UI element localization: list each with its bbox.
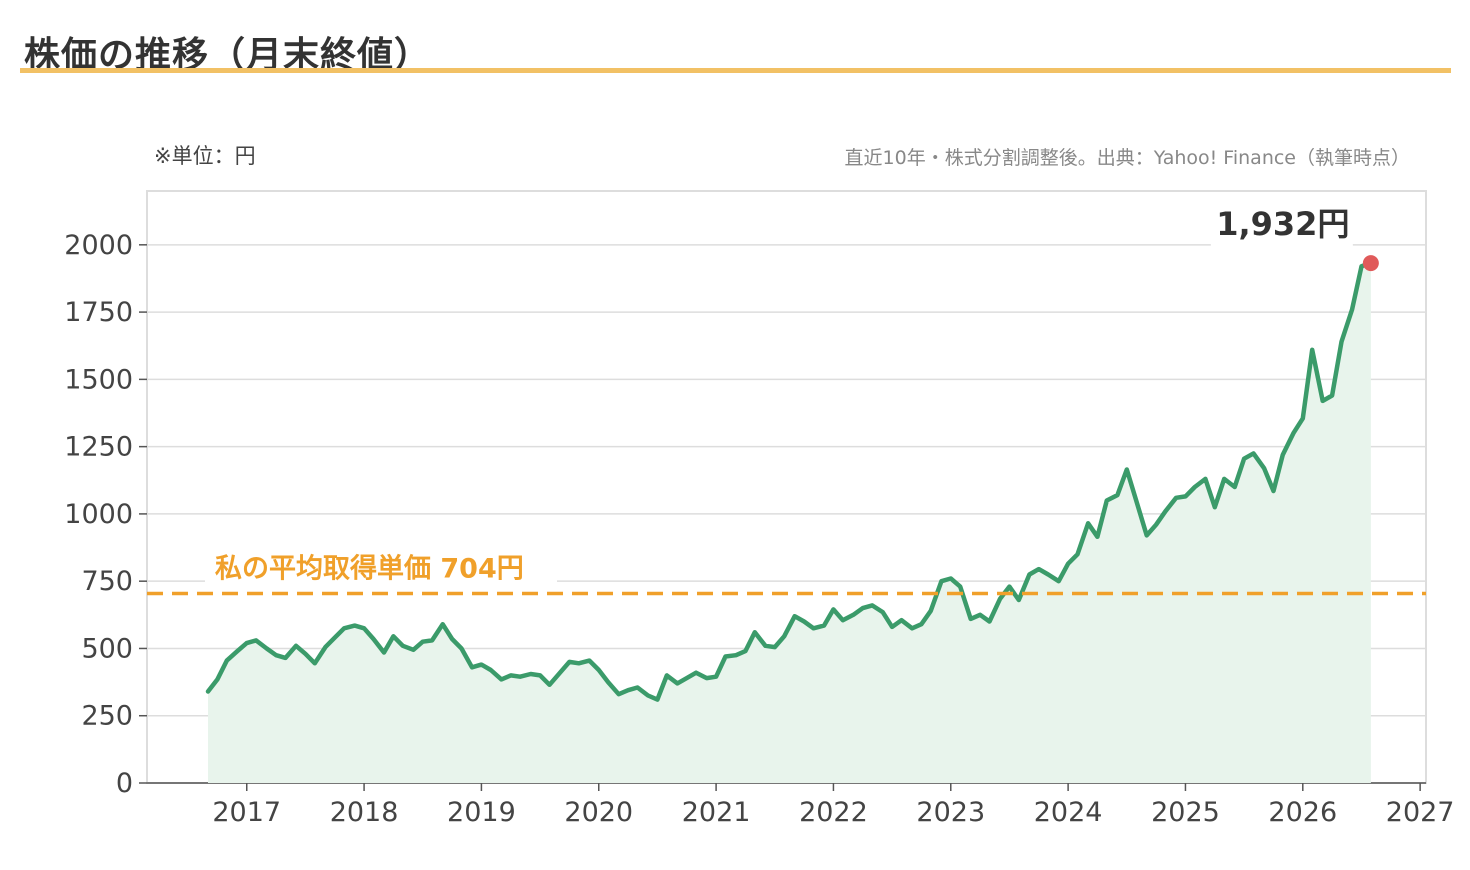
y-tick-label: 500 <box>81 633 133 664</box>
y-tick-label: 1750 <box>64 297 133 328</box>
y-tick-label: 1000 <box>64 499 133 530</box>
x-tick-label: 2022 <box>799 797 868 828</box>
series-area <box>208 263 1371 784</box>
title-underline <box>20 68 1451 73</box>
y-tick-label: 1500 <box>64 364 133 395</box>
x-tick-label: 2024 <box>1034 797 1103 828</box>
average-cost-label: 私の平均取得単価 704円 <box>215 553 524 585</box>
x-tick-label: 2021 <box>682 797 751 828</box>
last-value-dot <box>1362 255 1379 272</box>
y-tick-label: 750 <box>81 566 133 597</box>
y-tick-label: 2000 <box>64 230 133 261</box>
x-tick-label: 2023 <box>916 797 985 828</box>
last-value-label: 1,932円 <box>1216 205 1349 243</box>
unit-note: ※単位：円 <box>154 144 256 168</box>
source-note: 直近10年・株式分割調整後。出典：Yahoo! Finance（執筆時点） <box>844 147 1410 169</box>
x-tick-label: 2017 <box>212 797 281 828</box>
x-tick-label: 2019 <box>447 797 516 828</box>
x-tick-label: 2025 <box>1151 797 1220 828</box>
x-tick-label: 2020 <box>564 797 633 828</box>
x-tick-label: 2018 <box>330 797 399 828</box>
average-cost-label-bg <box>205 547 557 586</box>
y-tick-label: 0 <box>116 768 133 799</box>
x-tick-label: 2027 <box>1386 797 1455 828</box>
last-value-label-bg <box>1210 201 1353 248</box>
y-tick-label: 1250 <box>64 432 133 463</box>
y-tick-label: 250 <box>81 701 133 732</box>
x-tick-label: 2026 <box>1268 797 1337 828</box>
series-line <box>205 260 1374 702</box>
